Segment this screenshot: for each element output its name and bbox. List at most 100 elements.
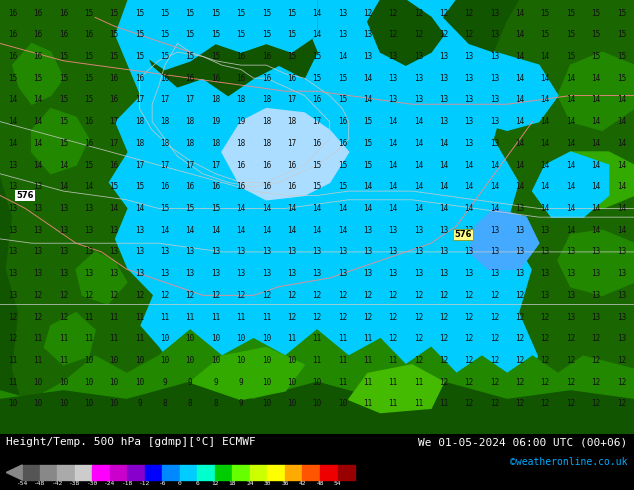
Text: 16: 16 <box>110 74 119 83</box>
Text: 17: 17 <box>287 139 296 148</box>
Text: 8: 8 <box>162 399 167 409</box>
Text: 10: 10 <box>84 356 93 365</box>
Polygon shape <box>368 0 444 65</box>
Text: 13: 13 <box>465 96 474 104</box>
Bar <box>40 465 57 480</box>
Text: 10: 10 <box>135 356 144 365</box>
Text: 15: 15 <box>135 182 144 191</box>
Text: 11: 11 <box>84 334 93 343</box>
Text: 10: 10 <box>59 378 68 387</box>
Text: 10: 10 <box>160 356 169 365</box>
Polygon shape <box>0 330 634 434</box>
Text: 13: 13 <box>439 117 448 126</box>
Text: 15: 15 <box>110 30 119 39</box>
Text: 13: 13 <box>439 52 448 61</box>
Text: 18: 18 <box>186 139 195 148</box>
Text: 0: 0 <box>178 481 182 486</box>
Text: 15: 15 <box>110 182 119 191</box>
Text: 13: 13 <box>389 96 398 104</box>
Text: 11: 11 <box>414 399 423 409</box>
Text: 15: 15 <box>338 161 347 170</box>
Text: 16: 16 <box>186 74 195 83</box>
Text: 15: 15 <box>160 204 169 213</box>
Text: 13: 13 <box>34 182 42 191</box>
Text: 12: 12 <box>592 356 600 365</box>
Text: 15: 15 <box>110 8 119 18</box>
Bar <box>250 465 268 480</box>
Text: 13: 13 <box>490 52 499 61</box>
Text: 13: 13 <box>262 269 271 278</box>
Text: 10: 10 <box>110 399 119 409</box>
Text: 12: 12 <box>389 30 398 39</box>
Text: 13: 13 <box>541 247 550 256</box>
Text: 15: 15 <box>59 117 68 126</box>
Bar <box>22 465 40 480</box>
Polygon shape <box>456 52 558 130</box>
Text: 13: 13 <box>414 52 423 61</box>
Text: 9: 9 <box>137 399 142 409</box>
Text: 16: 16 <box>135 74 144 83</box>
Text: 24: 24 <box>246 481 254 486</box>
Text: 14: 14 <box>592 139 600 148</box>
Text: 12: 12 <box>363 8 372 18</box>
Text: 13: 13 <box>160 247 169 256</box>
Text: 14: 14 <box>566 226 575 235</box>
Text: 6: 6 <box>195 481 199 486</box>
Text: 19: 19 <box>236 117 245 126</box>
Text: 13: 13 <box>617 291 626 300</box>
Text: 13: 13 <box>110 269 119 278</box>
Text: 12: 12 <box>389 8 398 18</box>
Text: 15: 15 <box>84 52 93 61</box>
Bar <box>285 465 302 480</box>
Text: 12: 12 <box>439 8 448 18</box>
Text: 13: 13 <box>515 226 524 235</box>
Text: 15: 15 <box>541 8 550 18</box>
Bar <box>57 465 75 480</box>
Text: 11: 11 <box>439 399 448 409</box>
Text: 15: 15 <box>34 74 42 83</box>
Text: 12: 12 <box>439 313 448 321</box>
Text: 10: 10 <box>186 356 195 365</box>
Text: 18: 18 <box>160 139 169 148</box>
Text: 15: 15 <box>236 30 245 39</box>
Text: 13: 13 <box>439 269 448 278</box>
Text: 14: 14 <box>135 204 144 213</box>
Bar <box>110 465 127 480</box>
Text: 9: 9 <box>238 378 243 387</box>
Text: 12: 12 <box>515 334 524 343</box>
Text: 11: 11 <box>287 334 296 343</box>
Text: 14: 14 <box>592 204 600 213</box>
Text: 12: 12 <box>490 399 499 409</box>
Text: 14: 14 <box>541 74 550 83</box>
Text: 13: 13 <box>313 247 321 256</box>
Text: 14: 14 <box>34 139 42 148</box>
Bar <box>75 465 93 480</box>
Text: 14: 14 <box>592 96 600 104</box>
Text: 14: 14 <box>34 161 42 170</box>
Text: 12: 12 <box>110 291 119 300</box>
Text: 13: 13 <box>414 74 423 83</box>
Text: 11: 11 <box>211 313 220 321</box>
Text: 12: 12 <box>439 356 448 365</box>
Text: 11: 11 <box>338 378 347 387</box>
Text: 17: 17 <box>110 117 119 126</box>
Text: 12: 12 <box>363 291 372 300</box>
Text: 12: 12 <box>287 291 296 300</box>
Text: 14: 14 <box>313 30 321 39</box>
Text: 13: 13 <box>186 269 195 278</box>
Text: 13: 13 <box>515 204 524 213</box>
Text: 14: 14 <box>490 204 499 213</box>
Text: 12: 12 <box>338 291 347 300</box>
Text: 16: 16 <box>59 30 68 39</box>
Polygon shape <box>0 382 634 434</box>
Text: 14: 14 <box>490 182 499 191</box>
Text: 10: 10 <box>110 356 119 365</box>
Text: 14: 14 <box>34 117 42 126</box>
Text: 12: 12 <box>465 8 474 18</box>
Text: 12: 12 <box>515 378 524 387</box>
Text: 13: 13 <box>59 204 68 213</box>
Text: 16: 16 <box>186 182 195 191</box>
Text: 14: 14 <box>592 182 600 191</box>
Text: 12: 12 <box>262 291 271 300</box>
Text: 11: 11 <box>262 313 271 321</box>
